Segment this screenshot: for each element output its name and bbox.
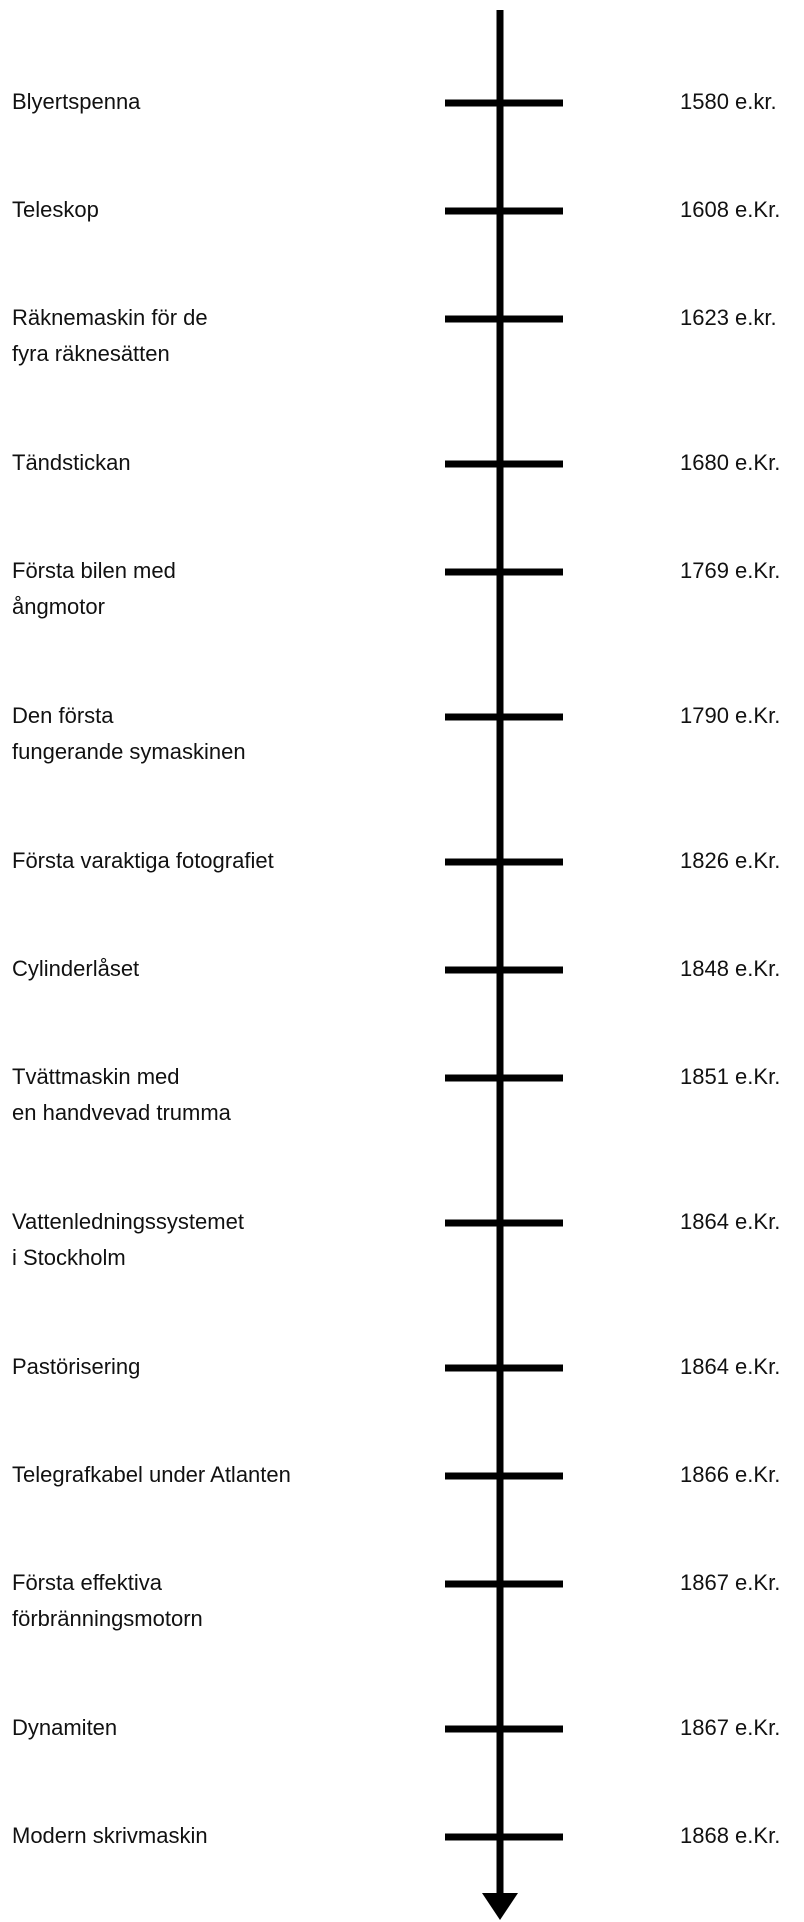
event-label: Telegrafkabel under Atlanten [12,1462,291,1487]
event-label: Räknemaskin för de [12,305,208,330]
event-date: 1864 e.Kr. [680,1209,780,1234]
event-date: 1868 e.Kr. [680,1823,780,1848]
event-date: 1790 e.Kr. [680,703,780,728]
event-label: Blyertspenna [12,89,141,114]
event-label: en handvevad trumma [12,1100,232,1125]
event-label: Tändstickan [12,450,131,475]
event-date: 1623 e.kr. [680,305,777,330]
event-date: 1580 e.kr. [680,89,777,114]
event-label: Modern skrivmaskin [12,1823,208,1848]
event-label: Vattenledningssystemet [12,1209,244,1234]
event-label: Teleskop [12,197,99,222]
event-date: 1867 e.Kr. [680,1570,780,1595]
timeline-arrow [482,1893,518,1920]
event-date: 1864 e.Kr. [680,1354,780,1379]
event-label: Pastörisering [12,1354,140,1379]
event-label: Första effektiva [12,1570,163,1595]
event-date: 1848 e.Kr. [680,956,780,981]
event-label: ångmotor [12,594,105,619]
event-date: 1866 e.Kr. [680,1462,780,1487]
event-date: 1867 e.Kr. [680,1715,780,1740]
event-label: Tvättmaskin med [12,1064,180,1089]
event-date: 1680 e.Kr. [680,450,780,475]
event-label: Första varaktiga fotografiet [12,848,274,873]
event-label: Cylinderlåset [12,956,139,981]
event-label: Dynamiten [12,1715,117,1740]
event-label: i Stockholm [12,1245,126,1270]
event-label: fungerande symaskinen [12,739,246,764]
event-date: 1826 e.Kr. [680,848,780,873]
event-date: 1851 e.Kr. [680,1064,780,1089]
event-date: 1769 e.Kr. [680,558,780,583]
event-label: Den första [12,703,114,728]
event-label: fyra räknesätten [12,341,170,366]
event-label: Första bilen med [12,558,176,583]
event-label: förbränningsmotorn [12,1606,203,1631]
event-date: 1608 e.Kr. [680,197,780,222]
